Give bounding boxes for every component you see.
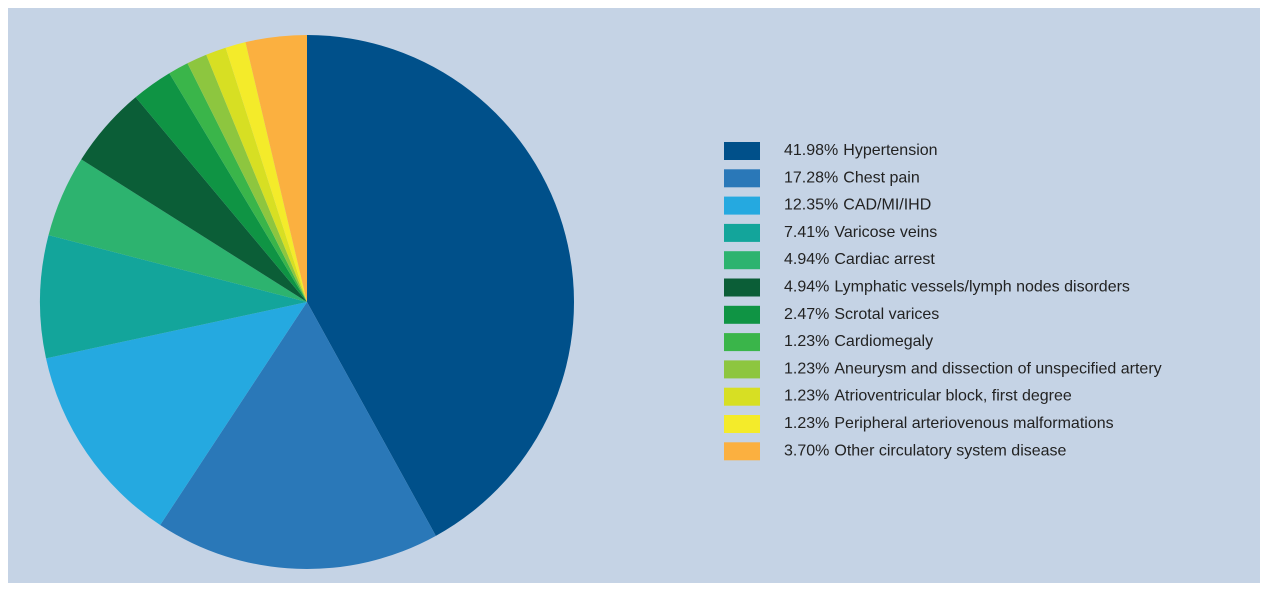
legend-swatch — [724, 360, 760, 379]
pie-slice — [169, 63, 307, 302]
legend-value: 3.70% — [784, 443, 829, 460]
legend-value: 12.35% — [784, 197, 838, 214]
legend-swatch — [724, 387, 760, 406]
legend-name: Hypertension — [843, 142, 937, 159]
pie-slice — [46, 302, 308, 526]
legend-name: Chest pain — [843, 170, 920, 187]
legend-swatch — [724, 442, 760, 461]
legend-name: Aneurysm and dissection of unspecified a… — [834, 361, 1161, 378]
legend-swatch — [724, 142, 760, 160]
legend-value: 1.23% — [784, 388, 829, 405]
legend-label: 12.35% CAD/MI/IHD — [784, 197, 931, 214]
legend-value: 1.23% — [784, 333, 829, 350]
pie-slice — [307, 35, 575, 536]
legend-value: 1.23% — [784, 415, 829, 432]
legend-swatch — [724, 196, 760, 215]
legend-name: CAD/MI/IHD — [843, 197, 931, 214]
legend-value: 1.23% — [784, 361, 829, 378]
pie-slice — [48, 159, 308, 302]
legend-name: Peripheral arteriovenous malformations — [834, 415, 1113, 432]
legend-name: Cardiomegaly — [834, 333, 933, 350]
legend-name: Cardiac arrest — [834, 251, 935, 268]
legend-label: 1.23% Peripheral arteriovenous malformati… — [784, 415, 1114, 432]
pie-slice — [135, 73, 307, 302]
legend-swatch — [724, 305, 760, 324]
legend-swatch — [724, 278, 760, 297]
legend-label: 41.98% Hypertension — [784, 142, 938, 159]
legend-label: 3.70% Other circulatory system disease — [784, 443, 1067, 460]
legend-swatch — [724, 415, 760, 433]
legend-value: 2.47% — [784, 306, 829, 323]
legend-label: 17.28% Chest pain — [784, 170, 920, 187]
legend-label: 4.94% Cardiac arrest — [784, 251, 935, 268]
pie-slice — [245, 35, 307, 302]
legend-name: Atrioventricular block, first degree — [834, 388, 1072, 405]
legend-value: 17.28% — [784, 170, 838, 187]
legend-value: 7.41% — [784, 224, 829, 241]
pie-slice — [187, 54, 307, 303]
legend-name: Lymphatic vessels/lymph nodes disorders — [834, 279, 1130, 296]
legend-swatch — [724, 223, 760, 242]
pie-slice — [81, 97, 307, 302]
pie-slice — [40, 235, 308, 359]
pie-slice — [225, 42, 307, 302]
pie-slice — [160, 302, 436, 569]
legend-label: 4.94% Lymphatic vessels/lymph nodes disor… — [784, 279, 1130, 296]
legend-label: 1.23% Aneurysm and dissection of unspecif… — [784, 361, 1162, 378]
legend-name: Other circulatory system disease — [834, 443, 1066, 460]
legend-label: 2.47% Scrotal varices — [784, 306, 939, 323]
legend-value: 4.94% — [784, 251, 829, 268]
legend-swatch — [724, 333, 760, 352]
legend-name: Scrotal varices — [834, 306, 939, 323]
legend-label: 7.41% Varicose veins — [784, 224, 937, 241]
legend-label: 1.23% Atrioventricular block, first degre… — [784, 388, 1072, 405]
legend-swatch — [724, 251, 760, 270]
legend-value: 4.94% — [784, 279, 829, 296]
pie-slice — [206, 47, 307, 302]
legend-label: 1.23% Cardiomegaly — [784, 333, 933, 350]
legend-name: Varicose veins — [834, 224, 937, 241]
legend-value: 41.98% — [784, 142, 838, 159]
legend-swatch — [724, 169, 760, 188]
